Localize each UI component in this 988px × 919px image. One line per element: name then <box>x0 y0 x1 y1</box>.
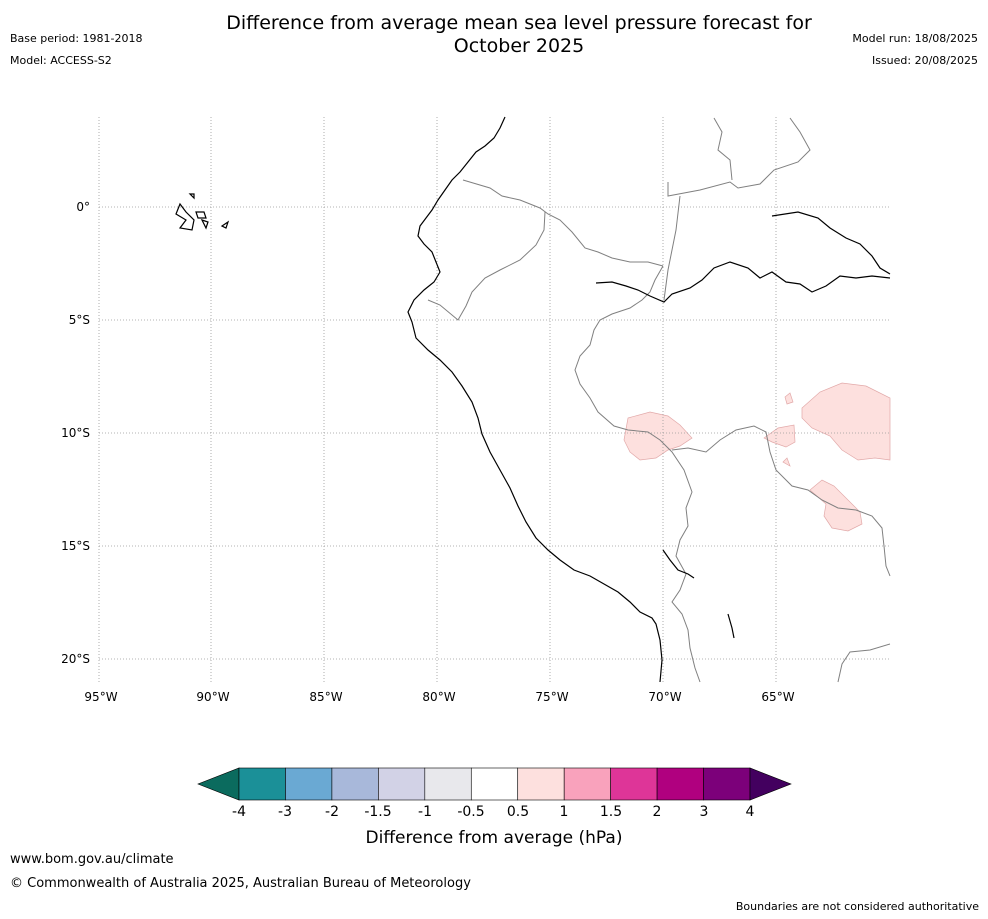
model-text: Model: ACCESS-S2 <box>10 54 112 67</box>
lon-label-70w: 70°W <box>648 690 681 704</box>
colorbar-segment <box>656 767 704 801</box>
anomaly-area-andes <box>623 411 693 461</box>
gridlines <box>98 117 890 682</box>
colorbar-tick-label: 2 <box>653 804 662 820</box>
base-period-text: Base period: 1981-2018 <box>10 32 143 45</box>
colorbar-tick-label: -3 <box>278 804 292 820</box>
colorbar-segment <box>610 767 658 801</box>
colorbar-segment <box>424 767 472 801</box>
colorbar-under-arrow <box>197 767 240 801</box>
colorbar-segment <box>703 767 751 801</box>
lon-label-95w: 95°W <box>84 690 117 704</box>
model-run-text: Model run: 18/08/2025 <box>852 32 978 45</box>
footer-url: www.bom.gov.au/climate <box>10 852 174 867</box>
anomaly-area-small-2 <box>784 392 794 405</box>
lon-label-85w: 85°W <box>309 690 342 704</box>
colorbar-segment <box>470 767 519 801</box>
colorbar-segments <box>238 767 751 801</box>
page-title: Difference from average mean sea level p… <box>0 12 988 58</box>
lat-label-20s: 20°S <box>61 652 90 666</box>
header-meta-right: Model run: 18/08/2025 Issued: 20/08/2025 <box>852 28 978 72</box>
lon-label-75w: 75°W <box>535 690 568 704</box>
colorbar-title: Difference from average (hPa) <box>366 828 623 848</box>
lon-label-65w: 65°W <box>761 690 794 704</box>
colorbar-tick-label: 4 <box>746 804 755 820</box>
colorbar-over-arrow <box>749 767 792 801</box>
colorbar-segment <box>378 767 426 801</box>
colorbar-segment <box>331 767 379 801</box>
colorbar-tick-label: -1 <box>418 804 432 820</box>
colorbar-tick-label: -0.5 <box>457 804 484 820</box>
lat-label-5s: 5°S <box>69 313 90 327</box>
lon-label-90w: 90°W <box>196 690 229 704</box>
colorbar-segment <box>238 767 286 801</box>
footer-disclaimer: Boundaries are not considered authoritat… <box>735 900 979 913</box>
colorbar-tick-label: 1 <box>560 804 569 820</box>
colorbar-tick-label: -4 <box>232 804 246 820</box>
colorbar-tick-labels: -4 -3 -2 -1.5 -1 -0.5 0.5 1 1.5 2 3 4 <box>232 804 755 820</box>
footer-copyright: © Commonwealth of Australia 2025, Austra… <box>10 876 471 891</box>
latitude-labels: 0° 5°S 10°S 15°S 20°S <box>61 200 90 666</box>
colorbar-tick-label: 3 <box>700 804 709 820</box>
longitude-labels: 95°W 90°W 85°W 80°W 75°W 70°W 65°W <box>84 690 794 704</box>
title-line-2: October 2025 <box>453 35 585 57</box>
colorbar-tick-label: 0.5 <box>507 804 529 820</box>
colorbar-segment <box>285 767 333 801</box>
header-meta-left: Base period: 1981-2018 Model: ACCESS-S2 <box>10 28 142 72</box>
lat-label-10s: 10°S <box>61 426 90 440</box>
coastlines <box>175 116 891 683</box>
colorbar-tick-label: 1.5 <box>600 804 622 820</box>
colorbar-tick-label: -2 <box>325 804 339 820</box>
anomaly-area-small-1 <box>763 424 796 448</box>
anomaly-area-brazil-east <box>801 382 891 461</box>
issued-text: Issued: 20/08/2025 <box>871 54 978 67</box>
colorbar-segment <box>563 767 611 801</box>
colorbar-segment <box>517 767 565 801</box>
anomaly-areas <box>623 382 891 532</box>
national-borders <box>427 117 891 683</box>
lat-label-0: 0° <box>76 200 90 214</box>
anomaly-area-brazil-south <box>809 479 863 532</box>
lon-label-80w: 80°W <box>422 690 455 704</box>
colorbar: -4 -3 -2 -1.5 -1 -0.5 0.5 1 1.5 2 3 4 Di… <box>197 767 792 848</box>
colorbar-tick-label: -1.5 <box>364 804 391 820</box>
title-line-1: Difference from average mean sea level p… <box>226 12 812 34</box>
anomaly-area-small-3 <box>782 457 791 467</box>
lat-label-15s: 15°S <box>61 539 90 553</box>
